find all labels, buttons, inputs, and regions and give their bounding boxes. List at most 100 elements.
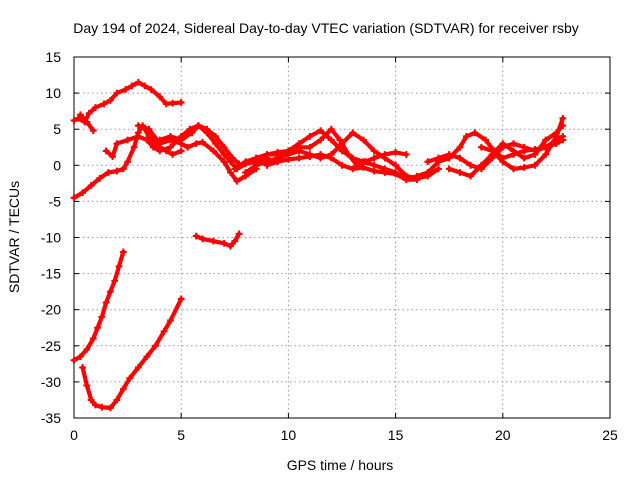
data-point-marker: [235, 230, 243, 238]
data-point-marker: [327, 136, 335, 144]
data-point-marker: [177, 147, 185, 155]
chart-title: Day 194 of 2024, Sidereal Day-to-day VTE…: [73, 20, 579, 36]
data-point-marker: [70, 117, 78, 124]
data-point-marker: [274, 151, 282, 158]
data-point-marker: [510, 147, 517, 155]
data-point-marker: [274, 158, 282, 166]
data-point-marker: [124, 158, 131, 166]
data-point-marker: [74, 114, 82, 122]
data-point-marker: [306, 153, 314, 161]
series-late-arc-d: [477, 114, 567, 173]
series-deep-v: [79, 295, 185, 412]
data-point-marker: [559, 114, 567, 122]
data-point-marker: [520, 154, 528, 162]
data-point-marker: [177, 295, 185, 303]
data-point-marker: [295, 147, 303, 155]
data-point-marker: [169, 151, 177, 158]
data-point-marker: [285, 156, 292, 163]
data-point-marker: [194, 122, 202, 129]
data-point-marker: [113, 89, 121, 97]
data-point-marker: [553, 133, 560, 140]
data-point-marker: [124, 136, 131, 144]
data-point-marker: [126, 374, 134, 382]
data-point-marker: [98, 403, 106, 411]
x-tick-label: 0: [70, 427, 78, 443]
data-point-marker: [424, 158, 432, 166]
series-deep-rising: [70, 248, 127, 364]
data-point-marker: [435, 165, 442, 173]
data-point-marker: [370, 161, 378, 169]
y-tick-label: -20: [41, 302, 61, 318]
data-point-marker: [349, 154, 357, 162]
data-point-marker: [87, 396, 95, 404]
series-arc-4h-to-7h: [156, 122, 243, 168]
data-point-marker: [83, 118, 91, 126]
data-point-marker: [488, 147, 496, 155]
data-point-marker: [317, 127, 324, 135]
data-point-marker: [102, 299, 110, 306]
data-point-marker: [134, 133, 142, 140]
y-tick-label: -35: [41, 410, 61, 426]
data-point-marker: [89, 335, 97, 342]
data-point-marker: [115, 262, 123, 270]
data-point-marker: [77, 111, 84, 119]
x-tick-label: 5: [177, 427, 185, 443]
data-point-marker: [360, 136, 367, 144]
data-point-marker: [149, 143, 157, 151]
data-point-marker: [229, 154, 237, 162]
series-trace: [136, 123, 259, 184]
x-tick-label: 10: [281, 427, 297, 443]
data-series: [70, 78, 567, 412]
data-point-marker: [381, 154, 389, 162]
data-point-marker: [113, 167, 121, 175]
data-point-marker: [482, 136, 490, 144]
series-trace: [71, 249, 126, 363]
data-point-marker: [317, 151, 324, 158]
data-point-marker: [156, 136, 164, 144]
data-point-marker: [119, 385, 127, 393]
data-point-marker: [542, 151, 550, 158]
series-arc-3h-to-8h: [134, 122, 260, 185]
data-point-marker: [89, 127, 97, 135]
data-point-marker: [360, 164, 367, 171]
data-point-marker: [77, 353, 84, 361]
data-point-marker: [100, 100, 108, 108]
series-upper-short: [77, 111, 97, 135]
data-point-marker: [392, 148, 399, 156]
data-point-marker: [327, 125, 335, 133]
data-point-marker: [263, 161, 271, 169]
data-point-marker: [177, 136, 185, 144]
data-point-marker: [349, 165, 357, 173]
series-trace: [80, 296, 184, 410]
data-point-marker: [130, 143, 138, 151]
x-tick-label: 15: [388, 427, 404, 443]
series-trace: [71, 80, 184, 125]
data-point-marker: [370, 154, 378, 162]
series-trace: [157, 123, 242, 166]
data-point-marker: [295, 140, 303, 148]
data-point-marker: [167, 133, 174, 140]
data-point-marker: [188, 129, 196, 137]
y-tick-label: 15: [45, 49, 61, 65]
data-point-marker: [233, 177, 241, 185]
data-point-marker: [510, 140, 517, 148]
data-point-marker: [370, 167, 378, 175]
data-point-marker: [227, 158, 234, 166]
data-point-marker: [402, 151, 410, 158]
data-point-marker: [471, 129, 479, 137]
data-point-marker: [169, 99, 177, 107]
data-point-marker: [203, 125, 211, 133]
data-point-marker: [212, 133, 219, 140]
data-point-marker: [477, 161, 485, 169]
data-point-marker: [317, 136, 324, 144]
data-point-marker: [199, 138, 207, 146]
data-point-marker: [242, 169, 249, 176]
y-tick-label: 0: [53, 157, 61, 173]
y-tick-label: -15: [41, 266, 61, 282]
data-point-marker: [79, 364, 86, 371]
grid-lines: [74, 57, 610, 418]
data-point-marker: [220, 151, 228, 158]
data-point-marker: [113, 140, 121, 148]
data-point-marker: [477, 143, 485, 151]
